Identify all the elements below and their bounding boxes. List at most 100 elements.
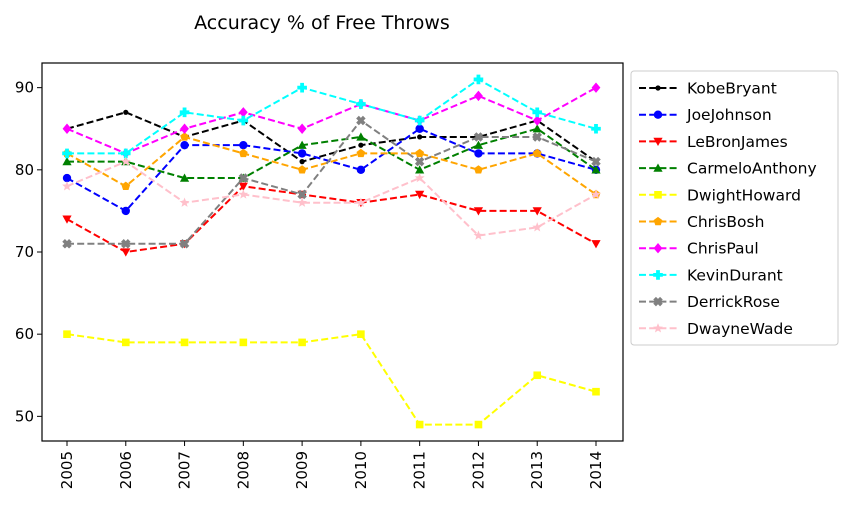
data-point-DwayneWade-2013 [532,222,543,232]
legend: KobeBryant JoeJohnson LeBronJames CarmeloAn… [630,70,839,346]
data-point-ChrisPaul-2013 [532,115,542,126]
x-marker-shape [414,156,425,167]
series-line-ChrisBosh [66,135,597,196]
legend-label: LeBronJames [687,133,788,151]
data-point-KevinDurant-2011 [414,115,425,126]
data-point-ChrisPaul-2012 [474,90,483,102]
legend-entry-LeBronJames: LeBronJames [639,133,788,151]
data-point-LeBronJames-2006 [121,248,131,257]
data-point-CarmeloAnthony-2010 [356,132,366,141]
x-tick-label: 2005 [58,451,76,489]
legend-entry-CarmeloAnthony: CarmeloAnthony [639,160,817,178]
data-point-DwayneWade-2010 [355,197,366,207]
data-point-DwightHoward-2008 [239,338,248,347]
data-point-ChrisBosh-2013 [532,148,542,158]
data-point-DwightHoward-2006 [121,338,130,347]
data-point-DwightHoward-2014 [592,387,600,396]
data-point-DwayneWade-2009 [297,197,308,207]
series-DerrickRose [62,115,601,249]
data-point-CarmeloAnthony-2013 [532,124,542,133]
series-DwayneWade [62,156,601,240]
series-line-KobeBryant [66,111,597,163]
plot-area: 50 60 70 80 90 2005 2006 2007 2008 2009 2010 2011 20… [15,62,624,489]
series-line-CarmeloAnthony [67,127,597,180]
legend-label: JoeJohnson [686,106,772,124]
data-point-DwightHoward-2005 [63,330,71,338]
legend-entry-DwightHoward: DwightHoward [639,186,801,204]
data-point-LeBronJames-2013 [532,207,542,216]
data-point-ChrisPaul-2014 [591,82,601,93]
data-point-DerrickRose-2005 [62,239,72,249]
data-point-DwightHoward-2013 [533,371,542,380]
legend-entry-KobeBryant: KobeBryant [639,80,777,98]
y-tick-label: 70 [15,243,34,261]
data-point-ChrisBosh-2007 [180,132,189,141]
data-point-ChrisBosh-2010 [356,148,366,158]
legend-marker [653,270,663,280]
series-line-ChrisPaul [66,86,597,155]
legend-label: KobeBryant [687,80,777,98]
data-point-DwightHoward-2010 [357,330,365,338]
data-point-KobeBryant-2011 [417,134,423,140]
x-tick-label: 2010 [352,451,370,489]
data-point-DwightHoward-2011 [415,420,424,429]
data-point-KevinDurant-2014 [591,123,601,134]
data-point-KevinDurant-2006 [120,148,131,159]
legend-entry-DwayneWade: DwayneWade [639,320,793,338]
legend-label: KevinDurant [687,266,783,284]
data-point-JoeJohnson-2008 [239,140,248,150]
x-marker-shape [297,189,307,200]
data-point-LeBronJames-2014 [591,240,601,249]
series-LeBronJames [62,182,601,257]
data-point-DerrickRose-2014 [591,156,601,167]
series-KevinDurant [62,74,601,159]
legend-marker [653,243,663,254]
data-point-JoeJohnson-2007 [180,140,189,150]
data-point-LeBronJames-2012 [473,207,484,216]
data-point-JoeJohnson-2009 [297,149,307,158]
series-JoeJohnson [62,124,601,216]
data-point-JoeJohnson-2010 [356,165,366,175]
x-tick-label: 2013 [528,451,546,489]
x-marker-shape [473,132,484,142]
legend-label: CarmeloAnthony [687,160,817,178]
data-point-CarmeloAnthony-2009 [297,140,307,149]
x-marker-shape [532,132,542,142]
data-point-KobeBryant-2010 [358,142,364,148]
x-tick-label: 2011 [411,451,429,489]
data-point-DerrickRose-2011 [414,156,425,167]
legend-marker [654,191,662,199]
data-point-KevinDurant-2007 [179,107,190,118]
data-point-CarmeloAnthony-2005 [62,157,72,166]
data-point-KobeBryant-2009 [299,159,305,165]
data-point-JoeJohnson-2011 [415,124,424,133]
data-point-ChrisPaul-2007 [180,123,189,134]
legend-entry-ChrisPaul: ChrisPaul [639,240,759,258]
x-tick-label: 2009 [293,451,311,489]
data-point-CarmeloAnthony-2012 [473,140,484,149]
data-point-LeBronJames-2011 [415,190,425,200]
legend-marker [653,323,663,333]
legend-label: DerrickRose [687,293,780,311]
data-point-ChrisPaul-2009 [297,123,307,134]
data-point-KevinDurant-2009 [297,82,307,93]
data-point-JoeJohnson-2012 [474,149,483,158]
data-point-DwightHoward-2009 [298,338,306,347]
data-point-DwayneWade-2008 [238,189,249,199]
data-point-KevinDurant-2008 [238,115,249,126]
x-marker-shape [121,239,131,249]
data-point-DerrickRose-2013 [532,132,542,142]
data-point-ChrisPaul-2005 [62,123,72,134]
data-point-DwayneWade-2006 [120,156,131,166]
data-point-ChrisBosh-2008 [238,148,248,158]
x-marker-shape [653,296,663,307]
data-point-CarmeloAnthony-2007 [179,173,190,182]
x-marker-shape [591,156,601,167]
data-point-ChrisPaul-2008 [238,107,248,118]
legend-marker [653,216,663,226]
data-point-ChrisBosh-2011 [415,148,425,158]
legend-box [630,70,839,346]
data-point-DwayneWade-2014 [591,189,601,199]
data-point-DwayneWade-2011 [414,172,425,183]
y-tick-label: 90 [15,79,34,97]
